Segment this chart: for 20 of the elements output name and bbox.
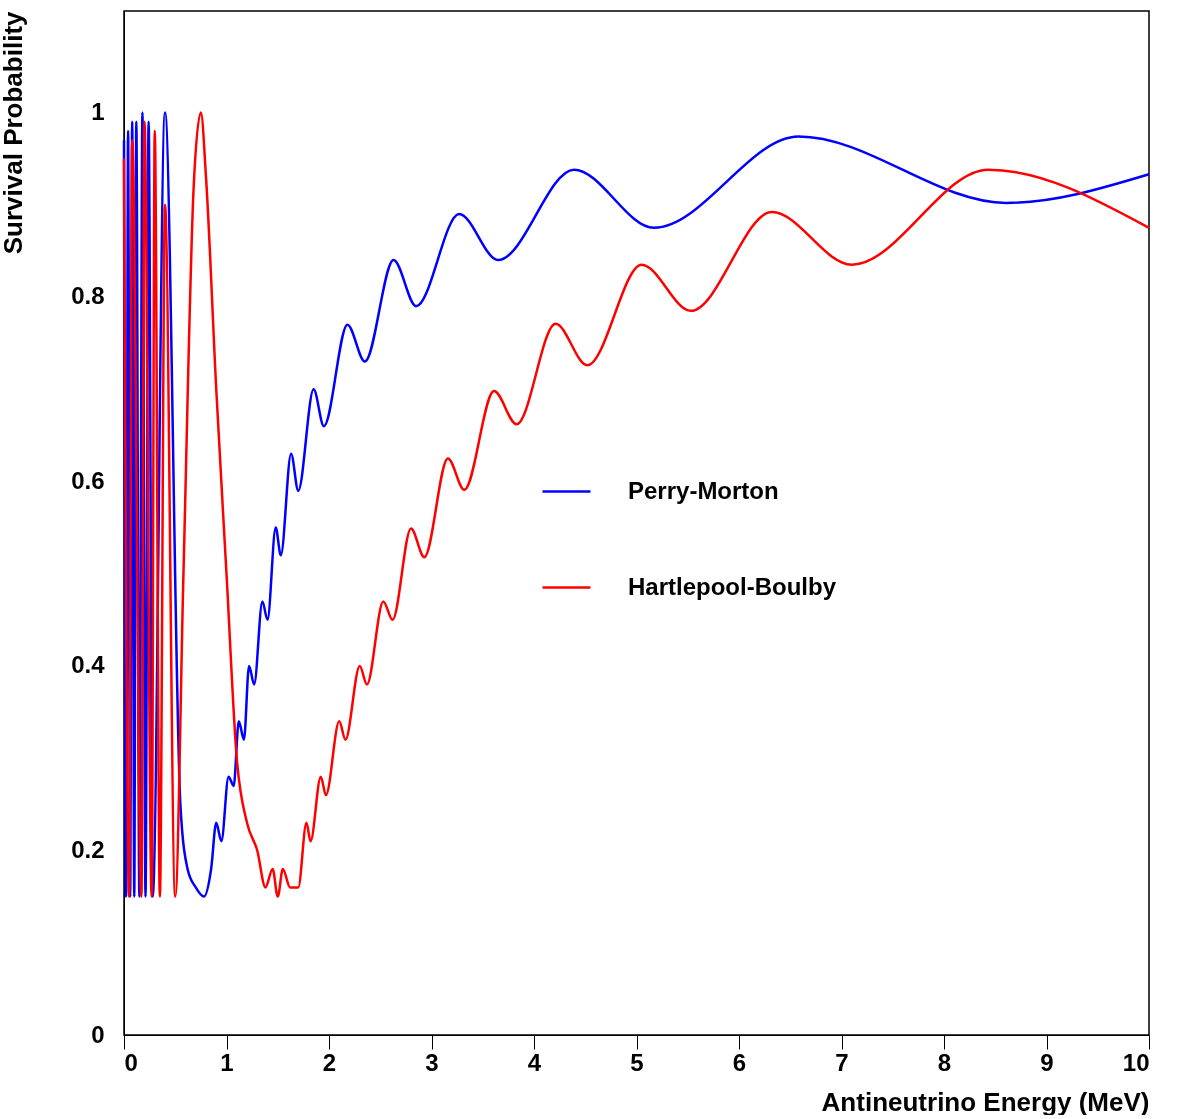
x-tick-label: 8	[937, 1048, 952, 1076]
y-tick-label: 0.4	[71, 651, 106, 679]
x-tick-label: 6	[732, 1048, 747, 1076]
y-tick-label: 1	[91, 97, 105, 125]
y-tick-label: 0.6	[71, 466, 105, 494]
legend-label: Perry-Morton	[628, 476, 779, 504]
y-tick-label: 0.8	[71, 282, 105, 310]
y-tick-label: 0.2	[71, 836, 105, 863]
legend-label: Hartlepool-Boulby	[628, 572, 837, 600]
x-tick-label: 3	[425, 1048, 439, 1076]
x-tick-label: 0	[124, 1048, 138, 1076]
y-axis-title: Survival Probability	[0, 10, 29, 255]
x-tick-label: 5	[630, 1048, 644, 1076]
x-tick-label: 1	[220, 1048, 234, 1076]
x-tick-label: 7	[835, 1048, 849, 1076]
x-tick-label: 9	[1040, 1048, 1054, 1076]
x-tick-label: 2	[322, 1048, 337, 1076]
x-tick-label: 4	[527, 1048, 542, 1076]
x-tick-label: 10	[1122, 1048, 1150, 1076]
y-tick-label: 0	[91, 1020, 105, 1048]
